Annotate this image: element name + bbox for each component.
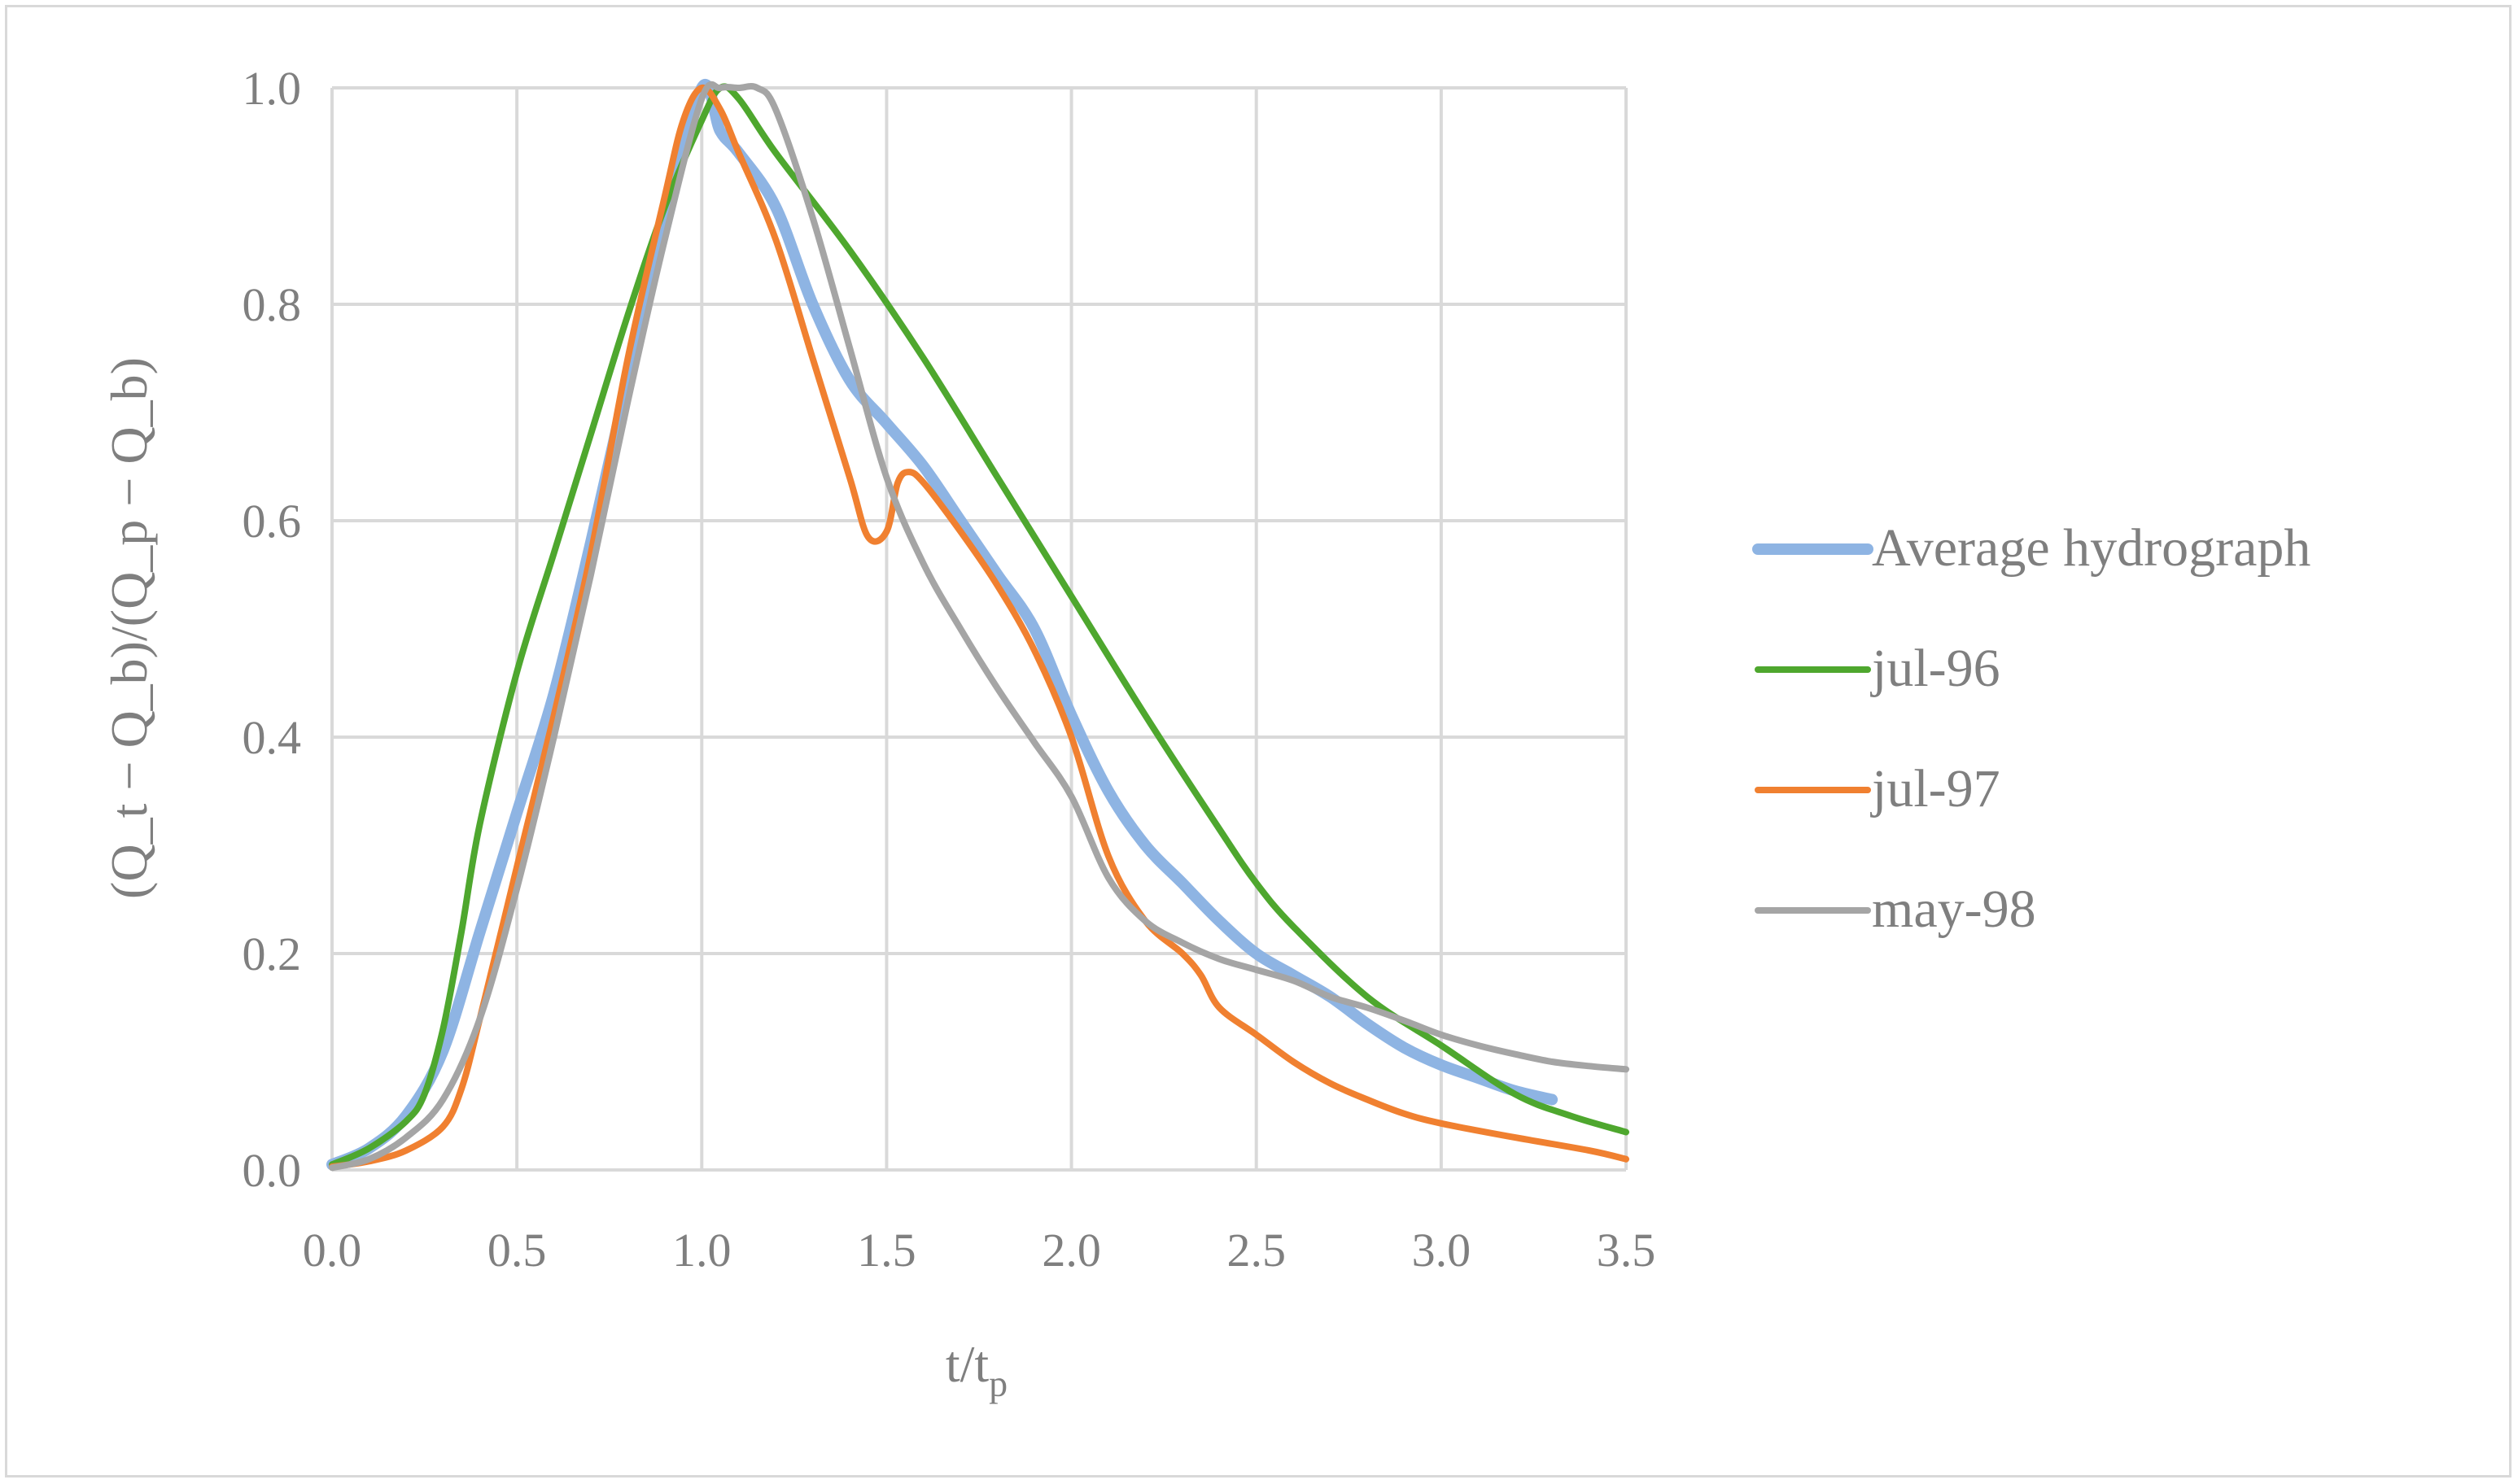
legend-label-may-98: may-98 bbox=[1872, 879, 2036, 939]
x-tick-label: 3.5 bbox=[1597, 1224, 1656, 1277]
y-tick-label: 0.6 bbox=[243, 495, 302, 548]
x-tick-label: 2.5 bbox=[1226, 1224, 1286, 1277]
series-line-may-98 bbox=[329, 81, 1629, 1172]
series-line-jul-96 bbox=[329, 83, 1629, 1168]
series-line-jul-97 bbox=[329, 84, 1629, 1170]
series-layer bbox=[326, 79, 1629, 1172]
legend-label-jul-96: jul-96 bbox=[1870, 639, 2000, 698]
y-tick-label: 0.4 bbox=[243, 711, 302, 764]
legend-label-jul-97: jul-97 bbox=[1870, 759, 2000, 818]
x-tick-label: 3.0 bbox=[1412, 1224, 1471, 1277]
x-axis-title: t/tp bbox=[946, 1335, 1008, 1404]
x-tick-label: 2.0 bbox=[1042, 1224, 1101, 1277]
tick-labels: 0.0 0.5 1.0 1.5 2.0 2.5 3.0 3.5 0.0 0.2 0.4 0.6 0.8 1… bbox=[243, 62, 1656, 1277]
y-tick-label: 1.0 bbox=[243, 62, 302, 115]
x-tick-label: 1.5 bbox=[857, 1224, 916, 1277]
grid-layer bbox=[330, 86, 1628, 1172]
x-tick-label: 0.0 bbox=[303, 1224, 362, 1277]
x-tick-label: 1.0 bbox=[672, 1224, 732, 1277]
y-axis-title: (Q_t − Q_b)/(Q_p − Q_b) bbox=[100, 357, 158, 899]
y-tick-label: 0.8 bbox=[243, 278, 302, 331]
y-tick-label: 0.2 bbox=[243, 928, 302, 980]
legend: Average hydrograph jul-96 jul-97 may-98 bbox=[1752, 518, 2310, 939]
legend-label-average-hydrograph: Average hydrograph bbox=[1872, 518, 2310, 578]
y-tick-label: 0.0 bbox=[243, 1144, 302, 1197]
chart-frame bbox=[5, 5, 2511, 1477]
x-tick-label: 0.5 bbox=[487, 1224, 547, 1277]
series-line-average-hydrograph bbox=[326, 79, 1558, 1171]
